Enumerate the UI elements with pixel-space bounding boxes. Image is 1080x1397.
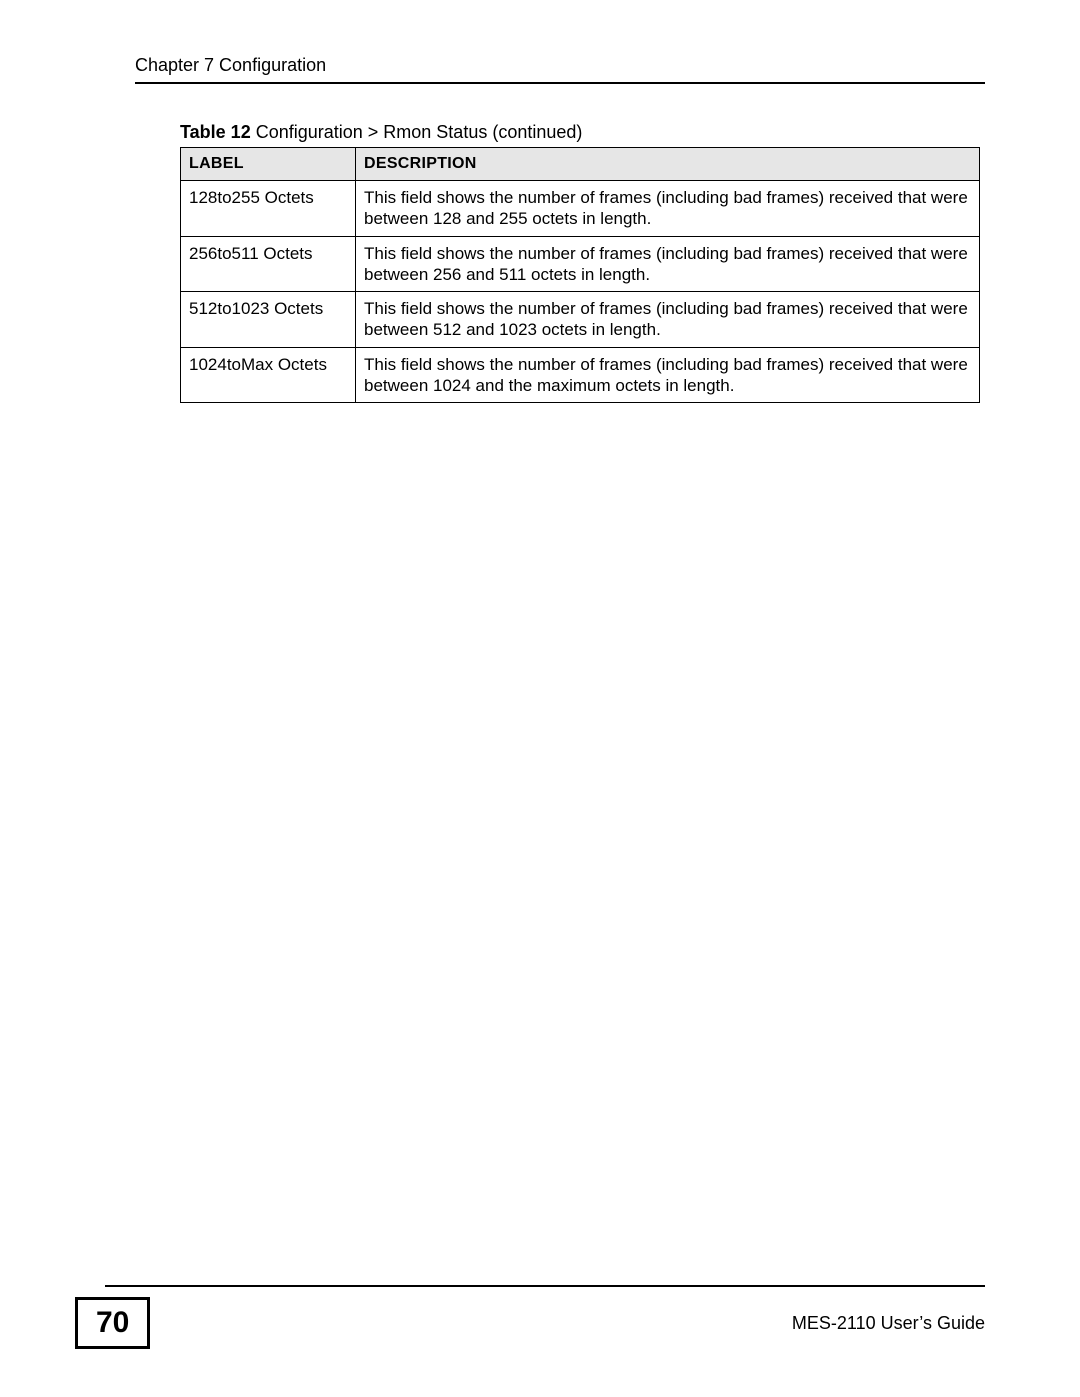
table-caption: Table 12 Configuration > Rmon Status (co… xyxy=(180,122,985,143)
table-row: 128to255 Octets This field shows the num… xyxy=(181,181,980,237)
col-description: Description xyxy=(356,148,980,181)
cell-label: 256to511 Octets xyxy=(181,236,356,292)
guide-name: MES-2110 User’s Guide xyxy=(792,1313,985,1334)
table-row: 512to1023 Octets This field shows the nu… xyxy=(181,292,980,348)
cell-label: 128to255 Octets xyxy=(181,181,356,237)
table-caption-number: Table 12 xyxy=(180,122,251,142)
cell-desc: This field shows the number of frames (i… xyxy=(356,181,980,237)
footer-rule xyxy=(105,1285,985,1287)
table-row: 256to511 Octets This field shows the num… xyxy=(181,236,980,292)
cell-label: 512to1023 Octets xyxy=(181,292,356,348)
table-row: 1024toMax Octets This field shows the nu… xyxy=(181,347,980,403)
col-label: Label xyxy=(181,148,356,181)
table-header-row: Label Description xyxy=(181,148,980,181)
page: Chapter 7 Configuration Table 12 Configu… xyxy=(0,0,1080,1397)
cell-desc: This field shows the number of frames (i… xyxy=(356,236,980,292)
cell-label: 1024toMax Octets xyxy=(181,347,356,403)
table-caption-title: Configuration > Rmon Status (continued) xyxy=(251,122,583,142)
rmon-status-table: Label Description 128to255 Octets This f… xyxy=(180,147,980,403)
page-number: 70 xyxy=(75,1297,150,1349)
footer-row: 70 MES-2110 User’s Guide xyxy=(105,1297,985,1349)
chapter-header: Chapter 7 Configuration xyxy=(135,55,985,84)
cell-desc: This field shows the number of frames (i… xyxy=(356,292,980,348)
cell-desc: This field shows the number of frames (i… xyxy=(356,347,980,403)
page-footer: 70 MES-2110 User’s Guide xyxy=(0,1285,1080,1349)
